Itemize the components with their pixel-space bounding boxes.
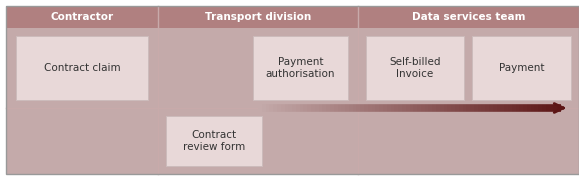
Text: Contract claim: Contract claim	[43, 63, 120, 73]
Bar	[358, 6, 579, 28]
Bar	[253, 36, 348, 100]
Bar	[358, 6, 579, 174]
Bar	[6, 6, 158, 28]
Text: Transport division: Transport division	[205, 12, 311, 22]
Text: Contract
review form: Contract review form	[183, 130, 245, 152]
Text: Data services team: Data services team	[412, 12, 525, 22]
Bar	[158, 6, 358, 28]
Bar	[16, 36, 148, 100]
Text: Payment
authorisation: Payment authorisation	[266, 57, 335, 79]
Bar	[366, 36, 464, 100]
Bar	[166, 116, 262, 166]
Bar	[158, 6, 358, 174]
Text: Payment: Payment	[499, 63, 544, 73]
Bar	[6, 6, 158, 174]
Text: Self-billed
Invoice: Self-billed Invoice	[389, 57, 441, 79]
Text: Contractor: Contractor	[50, 12, 113, 22]
Bar	[472, 36, 571, 100]
